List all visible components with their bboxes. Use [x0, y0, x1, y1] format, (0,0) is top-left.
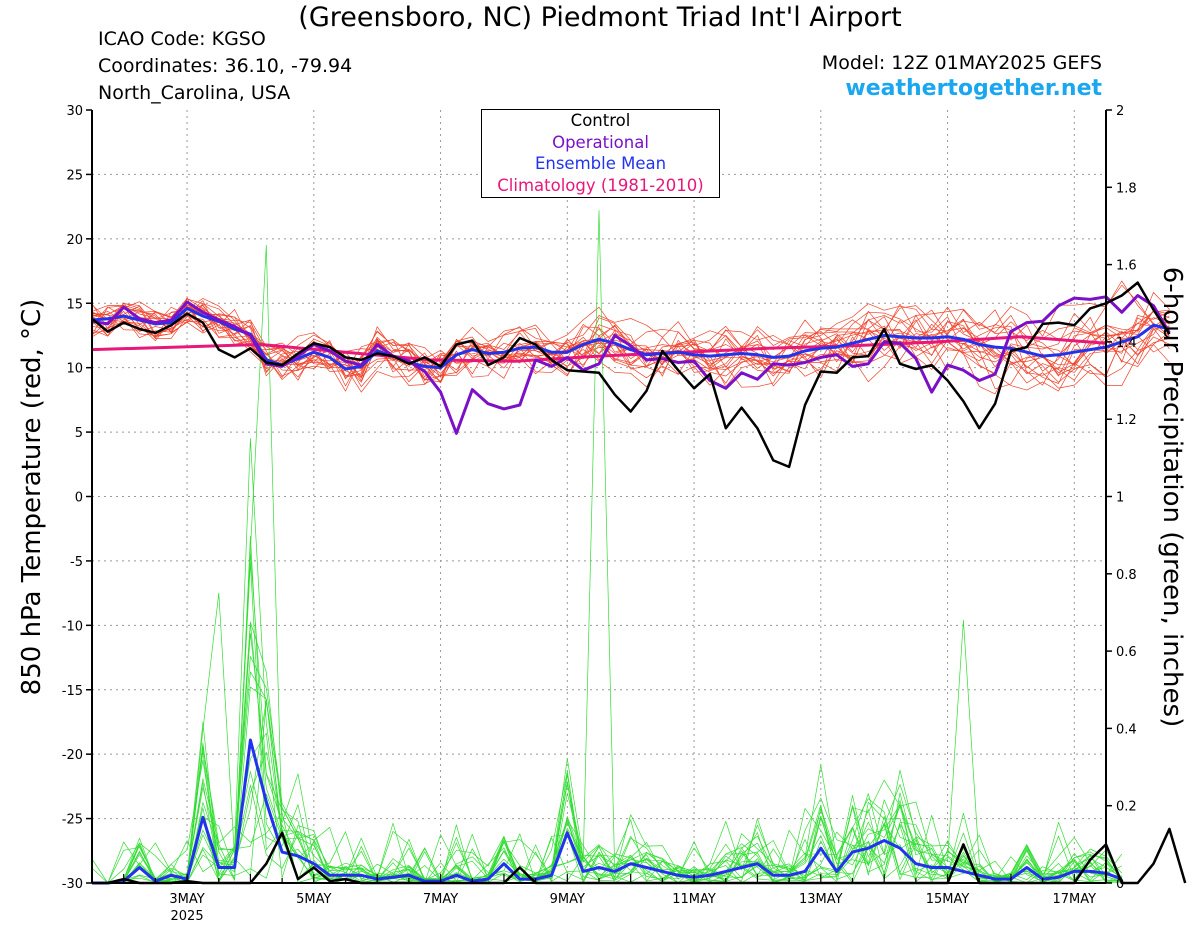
- y-left-tick-label: 5: [75, 426, 83, 441]
- temperature-member-line: [91, 306, 1170, 387]
- y-left-tick-label: -30: [62, 877, 83, 892]
- temperature-control-line: [91, 281, 1171, 469]
- y-right-tick-label: 0.8: [1116, 568, 1137, 583]
- temperature-mean-line: [91, 306, 1170, 371]
- y-left-tick-label: -25: [62, 813, 83, 828]
- x-tick-sublabel: 2025: [171, 909, 204, 924]
- y-left-tick-label: 15: [66, 297, 83, 312]
- y-right-tick-label: 2: [1116, 104, 1124, 119]
- y-axis-right-label: 6-hour Precipitation (green, inches): [1157, 266, 1187, 728]
- y-right-tick-label: 0.6: [1116, 645, 1137, 660]
- temperature-operational-line: [91, 294, 1171, 435]
- legend-operational: Operational: [552, 132, 649, 152]
- temperature-member-line: [91, 304, 1170, 393]
- coordinates: Coordinates: 36.10, -79.94: [98, 55, 353, 77]
- y-left-tick-label: -10: [62, 619, 83, 634]
- precipitation-member-line: [92, 793, 1122, 884]
- y-right-tick-label: 1.8: [1116, 181, 1137, 196]
- y-right-tick-label: 1.4: [1116, 336, 1137, 351]
- precipitation-mean-line: [92, 738, 1123, 885]
- precipitation-member-line: [92, 210, 1123, 884]
- legend-control: Control: [570, 111, 631, 130]
- axes: 302520151050-5-10-15-20-25-3021.81.61.41…: [62, 104, 1137, 924]
- y-left-tick-label: 20: [66, 233, 83, 248]
- precipitation-member-line: [92, 747, 1122, 884]
- y-right-tick-label: 1.2: [1116, 413, 1137, 428]
- x-tick-label: 7MAY: [423, 892, 458, 907]
- site-link[interactable]: weathertogether.net: [845, 76, 1102, 101]
- y-left-tick-label: -15: [62, 684, 83, 699]
- x-tick-label: 5MAY: [296, 892, 331, 907]
- x-tick-label: 3MAY: [169, 892, 204, 907]
- x-tick-label: 13MAY: [799, 892, 843, 907]
- temperature-member-line: [91, 301, 1170, 382]
- x-tick-label: 9MAY: [550, 892, 585, 907]
- icao-code: ICAO Code: KGSO: [98, 28, 266, 50]
- y-right-tick-label: 0.2: [1116, 800, 1137, 815]
- legend: Control Operational Ensemble Mean Climat…: [481, 109, 720, 198]
- legend-climatology: Climatology (1981-2010): [497, 175, 704, 195]
- y-right-tick-label: 0: [1116, 877, 1124, 892]
- legend-ensemble-mean: Ensemble Mean: [534, 154, 667, 173]
- model-run: Model: 12Z 01MAY2025 GEFS: [821, 52, 1102, 74]
- chart-title: (Greensboro, NC) Piedmont Triad Int'l Ai…: [298, 2, 902, 33]
- region-label: North_Carolina, USA: [98, 82, 291, 104]
- y-left-tick-label: -5: [70, 555, 83, 570]
- y-left-tick-label: 0: [75, 491, 83, 506]
- y-right-tick-label: 0.4: [1116, 722, 1137, 737]
- precipitation-member-line: [92, 622, 1122, 884]
- climatology-line: [91, 335, 1107, 363]
- x-tick-label: 11MAY: [672, 892, 716, 907]
- precipitation-member-line: [92, 552, 1122, 884]
- precipitation-member-line: [92, 700, 1123, 884]
- y-right-tick-label: 1: [1116, 491, 1124, 506]
- precipitation-member-line: [92, 671, 1122, 884]
- y-left-tick-label: 10: [66, 362, 83, 377]
- y-left-tick-label: 30: [66, 104, 83, 119]
- precipitation-member-line: [92, 699, 1123, 884]
- y-left-tick-label: 25: [66, 168, 83, 183]
- y-axis-left-label: 850 hPa Temperature (red, °C): [17, 298, 47, 696]
- y-left-tick-label: -20: [62, 748, 83, 763]
- x-tick-label: 17MAY: [1053, 892, 1097, 907]
- y-right-tick-label: 1.6: [1116, 259, 1137, 274]
- x-tick-label: 15MAY: [926, 892, 970, 907]
